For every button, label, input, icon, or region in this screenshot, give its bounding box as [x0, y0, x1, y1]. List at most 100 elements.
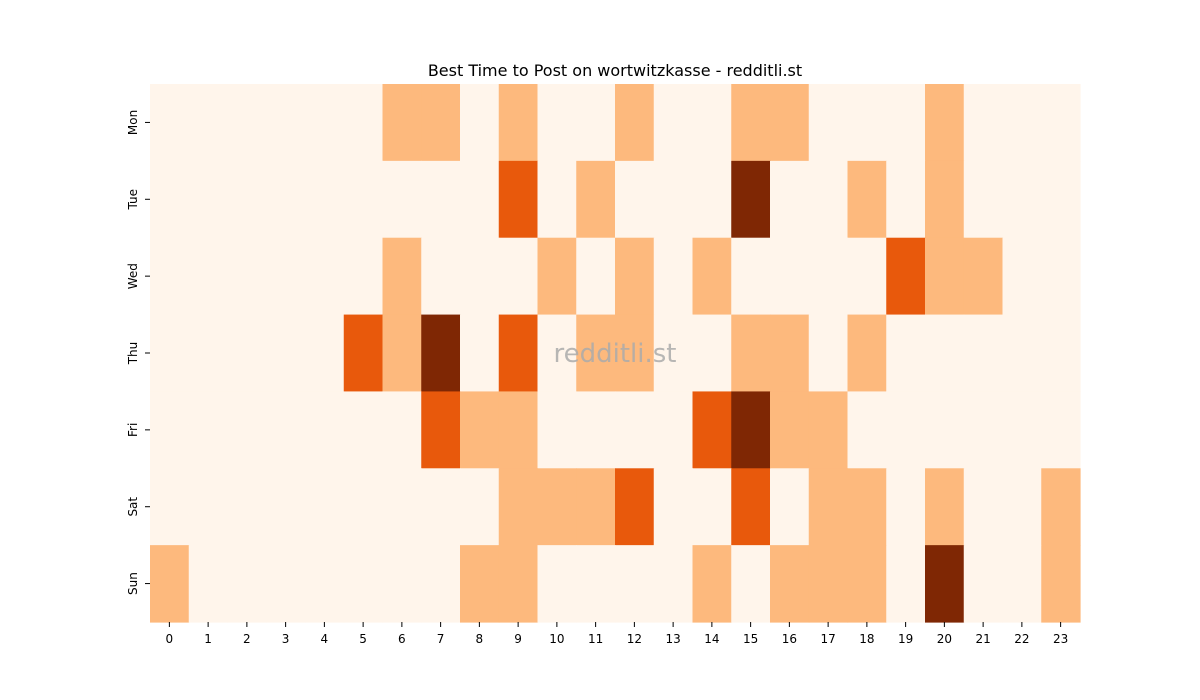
heatmap-cell — [305, 468, 345, 546]
heatmap-cell — [460, 391, 500, 469]
heatmap-cell — [188, 160, 229, 239]
heatmap-cell — [576, 545, 616, 623]
heatmap-cell — [382, 160, 422, 239]
heatmap-cell — [1002, 160, 1042, 239]
heatmap-cell — [227, 545, 267, 623]
heatmap-cell — [808, 314, 849, 393]
heatmap-cell — [421, 391, 461, 469]
heatmap-cell — [576, 84, 616, 162]
heatmap-cell — [537, 545, 577, 623]
heatmap-cell — [305, 391, 345, 469]
x-tick-label: 7 — [437, 632, 445, 646]
heatmap-cell — [266, 468, 306, 546]
heatmap-cell — [1041, 160, 1081, 239]
heatmap-cell — [576, 314, 616, 393]
heatmap-cell — [343, 160, 384, 239]
x-tick-label: 14 — [704, 632, 719, 646]
x-tick-label: 15 — [743, 632, 758, 646]
heatmap-cell — [188, 84, 229, 162]
heatmap-cell — [382, 237, 422, 316]
heatmap-cell — [770, 314, 810, 393]
heatmap-cell — [188, 468, 229, 546]
heatmap-cell — [925, 468, 965, 546]
heatmap-cell — [1041, 545, 1081, 623]
heatmap-cell — [576, 391, 616, 469]
x-tick-label: 0 — [166, 632, 174, 646]
heatmap-cell — [343, 314, 384, 393]
heatmap-cell — [343, 391, 384, 469]
x-tick-label: 2 — [243, 632, 251, 646]
heatmap-cell — [266, 545, 306, 623]
y-tick-label: Mon — [126, 110, 140, 135]
heatmap-cell — [576, 160, 616, 239]
heatmap-cell — [421, 545, 461, 623]
chart-title: Best Time to Post on wortwitzkasse - red… — [428, 61, 802, 80]
y-tick-label: Sat — [126, 497, 140, 517]
heatmap-cell — [150, 391, 190, 469]
heatmap-cell — [692, 468, 732, 546]
heatmap-cell — [537, 160, 577, 239]
heatmap-cell — [731, 314, 771, 393]
heatmap-cell — [537, 314, 577, 393]
heatmap-cell — [305, 545, 345, 623]
heatmap-cell — [731, 468, 771, 546]
heatmap-cell — [847, 468, 887, 546]
heatmap-cell — [1041, 84, 1081, 162]
heatmap-cell — [227, 314, 267, 393]
heatmap-cell — [653, 237, 694, 316]
heatmap-cell — [421, 84, 461, 162]
heatmap-cell — [653, 468, 694, 546]
heatmap-cell — [498, 237, 539, 316]
heatmap-cell — [266, 237, 306, 316]
heatmap-cell — [382, 84, 422, 162]
x-tick-label: 18 — [859, 632, 874, 646]
heatmap-cell — [615, 160, 655, 239]
heatmap-cell — [692, 237, 732, 316]
heatmap-cell — [343, 468, 384, 546]
heatmap-cell — [1002, 468, 1042, 546]
y-tick-label: Wed — [126, 263, 140, 289]
heatmap-cell — [731, 545, 771, 623]
heatmap-cell — [343, 237, 384, 316]
heatmap-cell — [963, 468, 1004, 546]
heatmap-cell — [886, 468, 926, 546]
heatmap-cell — [305, 237, 345, 316]
heatmap-cell — [615, 237, 655, 316]
heatmap-cell — [653, 391, 694, 469]
heatmap-cell — [576, 237, 616, 316]
heatmap-cell — [692, 545, 732, 623]
heatmap-cell — [653, 545, 694, 623]
heatmap-cell — [266, 391, 306, 469]
heatmap-cell — [305, 84, 345, 162]
heatmap-cell — [770, 84, 810, 162]
heatmap-cell — [653, 314, 694, 393]
heatmap-cell — [925, 237, 965, 316]
heatmap-cell — [150, 314, 190, 393]
y-tick-label: Thu — [126, 342, 140, 366]
x-tick-label: 3 — [282, 632, 290, 646]
heatmap-cell — [886, 160, 926, 239]
heatmap-cell — [886, 237, 926, 316]
heatmap-cell — [692, 160, 732, 239]
heatmap-cell — [847, 160, 887, 239]
heatmap-cell — [653, 160, 694, 239]
heatmap-cell — [963, 237, 1004, 316]
x-tick-label: 6 — [398, 632, 406, 646]
heatmap-cell — [382, 314, 422, 393]
heatmap-cell — [227, 84, 267, 162]
heatmap-cell — [421, 237, 461, 316]
heatmap-cell — [537, 237, 577, 316]
heatmap-cell — [886, 391, 926, 469]
heatmap-cell — [963, 391, 1004, 469]
x-tick-label: 17 — [820, 632, 835, 646]
heatmap-cell — [150, 468, 190, 546]
x-tick-label: 9 — [514, 632, 522, 646]
heatmap-cell — [460, 314, 500, 393]
heatmap-cell — [770, 468, 810, 546]
heatmap-cell — [808, 545, 849, 623]
heatmap-cell — [770, 160, 810, 239]
heatmap-cell — [498, 545, 539, 623]
heatmap-cell — [847, 545, 887, 623]
heatmap-cell — [1041, 237, 1081, 316]
heatmap-cell — [925, 84, 965, 162]
